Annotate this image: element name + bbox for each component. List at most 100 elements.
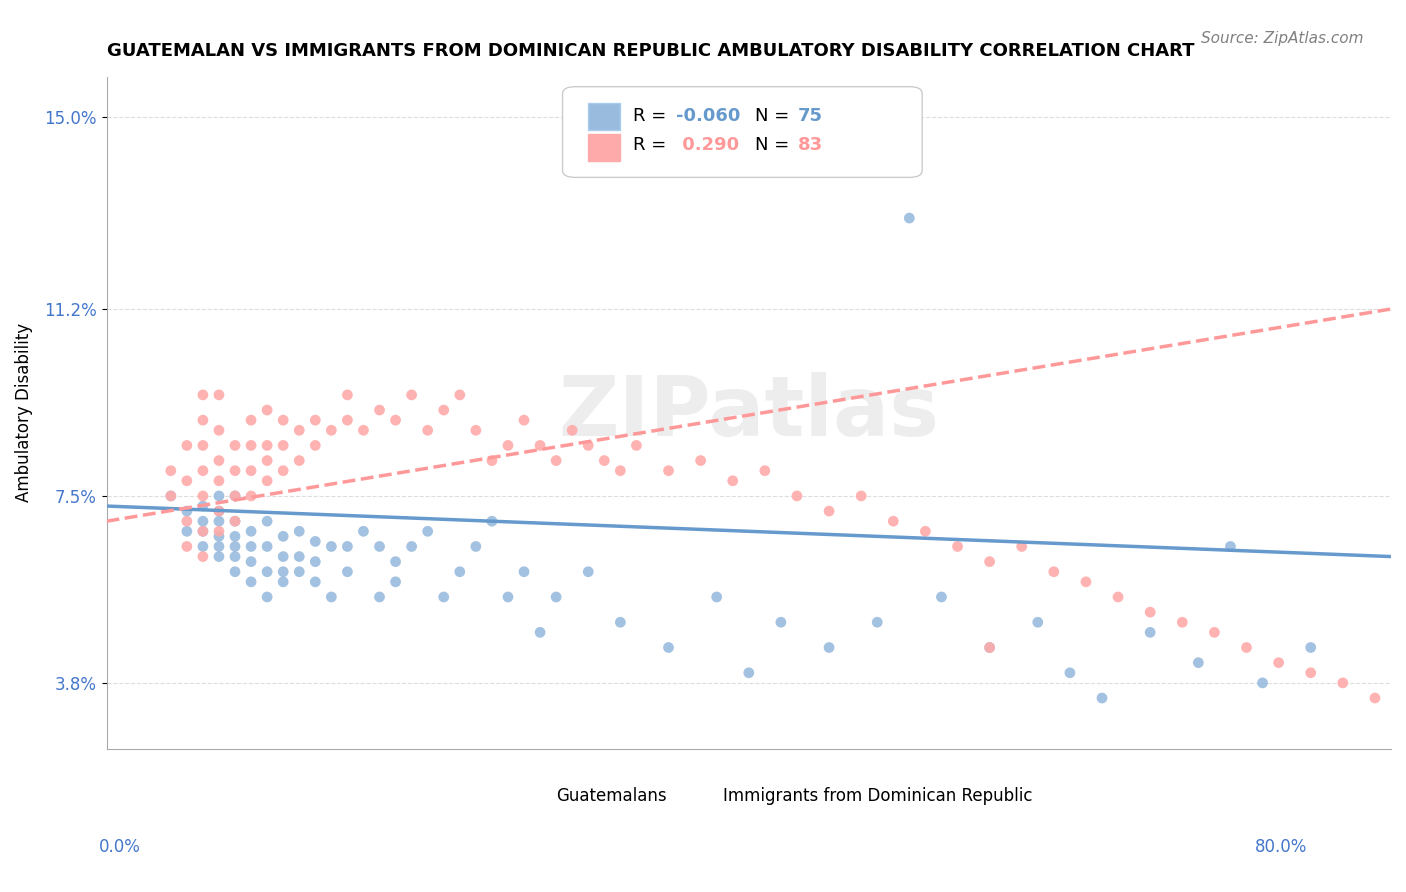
Point	[353, 524, 375, 539]
Point	[256, 403, 278, 417]
Point	[271, 574, 294, 589]
Text: Source: ZipAtlas.com: Source: ZipAtlas.com	[1201, 31, 1364, 46]
Point	[1299, 640, 1322, 655]
Point	[288, 524, 311, 539]
Point	[224, 489, 246, 503]
Point	[882, 514, 904, 528]
Point	[256, 540, 278, 554]
Point	[208, 453, 231, 467]
Text: 80.0%: 80.0%	[1256, 838, 1308, 856]
Point	[1074, 574, 1097, 589]
FancyBboxPatch shape	[498, 782, 530, 805]
Point	[336, 413, 359, 427]
Point	[176, 474, 198, 488]
Point	[271, 529, 294, 543]
Point	[321, 590, 343, 604]
Point	[1331, 676, 1354, 690]
Point	[1043, 565, 1066, 579]
Point	[208, 529, 231, 543]
Point	[914, 524, 936, 539]
Point	[1267, 656, 1289, 670]
Point	[546, 453, 568, 467]
Point	[818, 640, 841, 655]
Point	[176, 438, 198, 452]
Point	[208, 549, 231, 564]
FancyBboxPatch shape	[562, 87, 922, 178]
Point	[304, 574, 326, 589]
Point	[191, 388, 214, 402]
Point	[576, 438, 599, 452]
Point	[529, 438, 551, 452]
Point	[481, 453, 503, 467]
Text: 75: 75	[797, 106, 823, 125]
Point	[1059, 665, 1081, 680]
Point	[176, 514, 198, 528]
Point	[593, 453, 616, 467]
Point	[288, 423, 311, 437]
Point	[979, 640, 1001, 655]
Point	[240, 574, 263, 589]
Point	[224, 565, 246, 579]
Point	[224, 489, 246, 503]
Point	[191, 413, 214, 427]
Point	[898, 211, 921, 225]
Point	[529, 625, 551, 640]
Point	[240, 413, 263, 427]
Point	[786, 489, 808, 503]
Text: ZIPatlas: ZIPatlas	[558, 372, 939, 453]
Point	[191, 524, 214, 539]
Point	[368, 590, 391, 604]
Point	[224, 464, 246, 478]
Text: Guatemalans: Guatemalans	[557, 787, 666, 805]
Point	[416, 524, 439, 539]
Point	[866, 615, 889, 630]
Point	[240, 438, 263, 452]
Point	[368, 403, 391, 417]
Point	[1171, 615, 1194, 630]
Point	[513, 565, 536, 579]
Point	[384, 413, 406, 427]
Point	[401, 388, 423, 402]
Point	[496, 590, 519, 604]
Point	[240, 489, 263, 503]
Text: Immigrants from Dominican Republic: Immigrants from Dominican Republic	[723, 787, 1032, 805]
Point	[818, 504, 841, 518]
Point	[513, 413, 536, 427]
Point	[321, 423, 343, 437]
Point	[224, 529, 246, 543]
Point	[336, 540, 359, 554]
Point	[321, 540, 343, 554]
Point	[176, 540, 198, 554]
Point	[979, 555, 1001, 569]
Point	[208, 474, 231, 488]
Point	[689, 453, 711, 467]
Point	[256, 474, 278, 488]
Point	[224, 549, 246, 564]
Text: GUATEMALAN VS IMMIGRANTS FROM DOMINICAN REPUBLIC AMBULATORY DISABILITY CORRELATI: GUATEMALAN VS IMMIGRANTS FROM DOMINICAN …	[107, 42, 1194, 60]
Point	[769, 615, 792, 630]
Point	[464, 540, 486, 554]
Point	[946, 540, 969, 554]
Point	[1011, 540, 1033, 554]
Point	[496, 438, 519, 452]
Point	[271, 438, 294, 452]
Point	[256, 514, 278, 528]
Point	[208, 524, 231, 539]
Point	[208, 504, 231, 518]
Point	[1091, 691, 1114, 706]
Point	[271, 464, 294, 478]
FancyBboxPatch shape	[690, 782, 723, 805]
Point	[336, 565, 359, 579]
Point	[176, 504, 198, 518]
Point	[191, 540, 214, 554]
Point	[368, 540, 391, 554]
Point	[738, 665, 761, 680]
Text: N =: N =	[755, 106, 796, 125]
Point	[191, 524, 214, 539]
Point	[256, 453, 278, 467]
Point	[208, 489, 231, 503]
Point	[1139, 605, 1161, 619]
Point	[256, 438, 278, 452]
Point	[288, 549, 311, 564]
Point	[546, 590, 568, 604]
